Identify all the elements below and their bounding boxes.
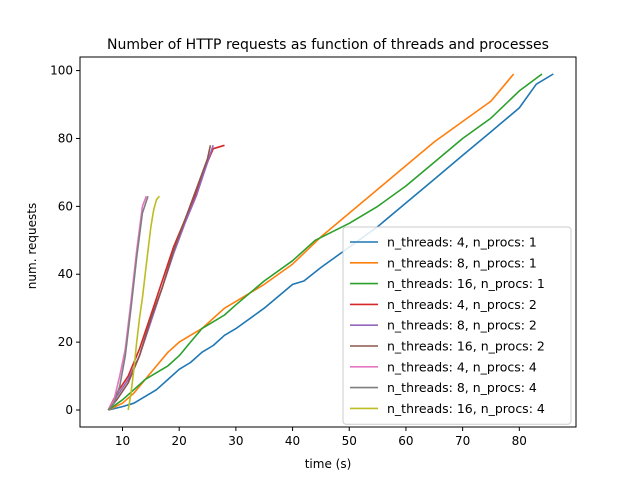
legend-entry-7: n_threads: 4, n_procs: 4 xyxy=(387,359,537,374)
x-tick-label: 60 xyxy=(398,434,413,448)
legend-entry-6: n_threads: 16, n_procs: 2 xyxy=(387,339,545,354)
y-tick-label: 0 xyxy=(65,403,73,417)
y-tick-label: 60 xyxy=(58,199,73,213)
x-axis-label: time (s) xyxy=(305,457,352,471)
legend-box xyxy=(342,226,572,425)
y-axis-label: num. requests xyxy=(25,203,39,289)
legend-entry-3: n_threads: 16, n_procs: 1 xyxy=(387,276,545,291)
legend-entry-5: n_threads: 8, n_procs: 2 xyxy=(387,318,537,333)
y-tick-label: 100 xyxy=(50,64,73,78)
x-tick-label: 80 xyxy=(512,434,527,448)
x-tick-label: 20 xyxy=(172,434,187,448)
x-tick-label: 50 xyxy=(342,434,357,448)
y-tick-label: 20 xyxy=(58,335,73,349)
x-tick-label: 10 xyxy=(115,434,130,448)
series-layer xyxy=(107,73,554,411)
series-line-9 xyxy=(127,195,161,411)
x-tick-label: 40 xyxy=(285,434,300,448)
y-tick-label: 80 xyxy=(58,131,73,145)
legend: n_threads: 4, n_procs: 1 n_threads: 8, n_… xyxy=(342,226,572,425)
series-line-7 xyxy=(107,195,148,411)
axes-layer: 10 20 30 40 50 60 70 80 0 20 40 60 80 100 xyxy=(50,64,527,448)
legend-entry-9: n_threads: 16, n_procs: 4 xyxy=(387,401,545,416)
legend-entry-2: n_threads: 8, n_procs: 1 xyxy=(387,255,537,270)
series-line-8 xyxy=(107,195,149,411)
x-tick-label: 30 xyxy=(228,434,243,448)
x-tick-label: 70 xyxy=(455,434,470,448)
series-line-2 xyxy=(107,73,515,411)
y-tick-label: 40 xyxy=(58,267,73,281)
legend-entry-8: n_threads: 8, n_procs: 4 xyxy=(387,380,537,395)
plot-frame xyxy=(79,56,577,428)
legend-entry-4: n_threads: 4, n_procs: 2 xyxy=(387,297,537,312)
series-line-3 xyxy=(107,73,543,411)
series-line-1 xyxy=(108,73,554,411)
series-line-6 xyxy=(107,145,212,411)
chart-title: Number of HTTP requests as function of t… xyxy=(107,37,549,53)
legend-entry-1: n_threads: 4, n_procs: 1 xyxy=(387,235,537,250)
